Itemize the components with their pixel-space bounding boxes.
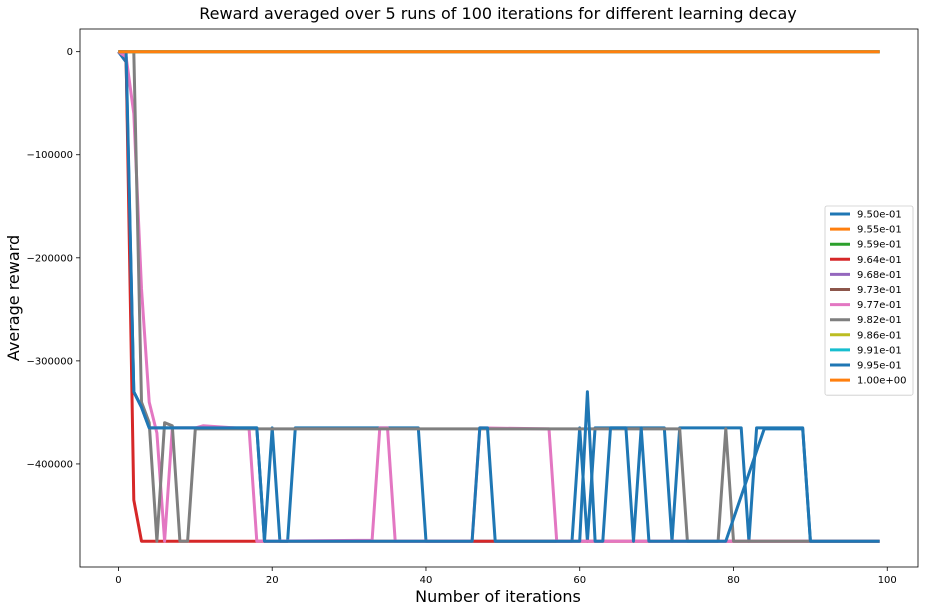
x-tick-label: 0 [115, 575, 121, 586]
x-tick-label: 40 [420, 575, 433, 586]
y-tick-label: −300000 [26, 356, 73, 367]
series-line-7 [118, 50, 880, 543]
series-line-10 [118, 50, 880, 543]
y-tick-label: −100000 [26, 150, 73, 161]
series-line-6 [117, 50, 880, 543]
series-line-3 [117, 50, 880, 543]
chart-title: Reward averaged over 5 runs of 100 itera… [199, 4, 796, 23]
legend-label-10: 9.95e-01 [857, 361, 902, 372]
legend-label-9: 9.91e-01 [857, 345, 902, 356]
legend-label-8: 9.86e-01 [857, 330, 902, 341]
legend-label-6: 9.77e-01 [857, 300, 902, 311]
legend-label-11: 1.00e+00 [857, 376, 907, 387]
y-tick-label: −200000 [26, 253, 73, 264]
legend-label-1: 9.55e-01 [857, 225, 902, 236]
y-axis-label: Average reward [4, 235, 23, 361]
series-layer [117, 50, 880, 543]
x-tick-label: 60 [573, 575, 586, 586]
y-tick-label: −400000 [26, 459, 73, 470]
x-tick-label: 100 [878, 575, 897, 586]
y-tick-label: 0 [67, 47, 73, 58]
legend: 9.50e-01 9.55e-01 9.59e-01 9.64e-01 9.68e-01… [824, 205, 914, 396]
legend-label-5: 9.73e-01 [857, 285, 902, 296]
plot-frame [79, 28, 919, 568]
x-tick-label: 80 [727, 575, 740, 586]
legend-label-7: 9.82e-01 [857, 315, 902, 326]
x-tick-label: 20 [266, 575, 279, 586]
legend-label-2: 9.59e-01 [857, 240, 902, 251]
x-axis: 0 20 40 60 80 100 [115, 567, 897, 586]
legend-box [824, 205, 914, 396]
y-axis: 0 −100000 −200000 −300000 −400000 [26, 47, 80, 470]
legend-label-0: 9.50e-01 [857, 210, 902, 221]
legend-label-4: 9.68e-01 [857, 270, 902, 281]
series-line-0 [117, 50, 880, 543]
legend-label-3: 9.64e-01 [857, 255, 902, 266]
x-axis-label: Number of iterations [415, 587, 581, 606]
